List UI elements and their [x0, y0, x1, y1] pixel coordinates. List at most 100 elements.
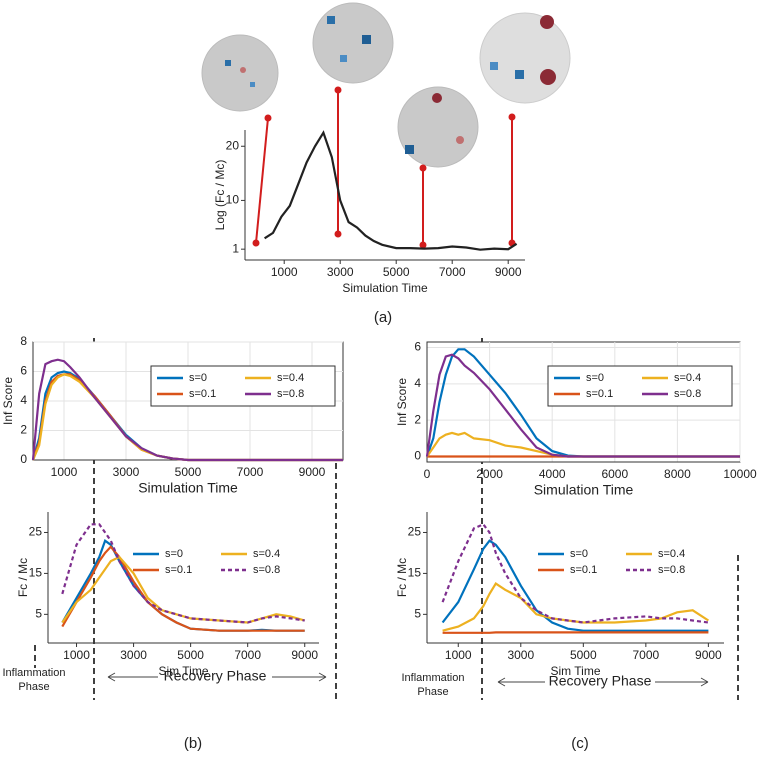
x-tick-label: 7000 — [632, 648, 659, 662]
panel-label: (a) — [374, 309, 392, 326]
x-axis-title: Sim Time — [158, 664, 208, 678]
x-tick-label: 9000 — [495, 265, 522, 279]
x-tick-label: 9000 — [299, 465, 326, 479]
chart: 5 15 25 1000 3000 5000 7000 9000 Sim Time Fc / Mc… — [395, 512, 724, 678]
y-tick-label: 0 — [20, 452, 27, 466]
x-tick-label: 3000 — [120, 648, 147, 662]
legend-label: s=0.8 — [253, 564, 280, 576]
phase-label: Phase — [417, 686, 448, 698]
pointer-dot — [421, 166, 426, 171]
network-images — [202, 3, 570, 167]
node — [405, 145, 414, 154]
y-tick-label: 6 — [20, 364, 27, 378]
x-axis-title: Simulation Time — [138, 480, 238, 496]
y-axis-title: Inf Score — [1, 377, 15, 425]
y-tick-label: 25 — [29, 525, 43, 539]
x-tick-label: 0 — [424, 467, 431, 481]
legend-frame — [151, 366, 335, 406]
legend-label: s=0.4 — [253, 548, 280, 560]
x-axis-title: Simulation Time — [534, 482, 634, 498]
x-tick-label: 9000 — [695, 648, 722, 662]
x-tick-label: 3000 — [113, 465, 140, 479]
x-tick-label: 5000 — [570, 648, 597, 662]
y-axis-title: Fc / Mc — [16, 558, 30, 597]
panel-label: (b) — [184, 735, 202, 752]
x-tick-label: 8000 — [664, 467, 691, 481]
legend-label: s=0 — [189, 372, 207, 384]
x-tick-label: 4000 — [539, 467, 566, 481]
x-tick-label: 10000 — [723, 467, 757, 481]
y-tick-label: 1 — [232, 241, 239, 255]
x-tick-label: 9000 — [291, 648, 318, 662]
y-axis-title: Inf Score — [395, 378, 409, 426]
node — [540, 69, 556, 85]
panel-label: (c) — [571, 735, 589, 752]
legend-label: s=0.8 — [277, 388, 304, 400]
network — [313, 3, 393, 83]
node — [515, 70, 524, 79]
x-axis-title: Sim Time — [550, 664, 600, 678]
legend-label: s=0.8 — [658, 564, 685, 576]
chart: 0 2 4 6 0 2000 4000 6000 8000 10000 Simulation Tim… — [395, 340, 757, 498]
x-tick-label: 5000 — [177, 648, 204, 662]
node — [225, 60, 231, 66]
x-tick-label: 5000 — [383, 265, 410, 279]
network — [202, 35, 278, 111]
x-tick-label: 7000 — [439, 265, 466, 279]
legend-label: s=0 — [586, 372, 604, 384]
node — [490, 62, 498, 70]
legend-label: s=0.4 — [658, 548, 685, 560]
y-tick-label: 5 — [35, 607, 42, 621]
node — [540, 15, 554, 29]
x-tick-label: 2000 — [476, 467, 503, 481]
legend-label: s=0.4 — [674, 372, 701, 384]
y-tick-label: 2 — [414, 412, 421, 426]
series-line — [265, 133, 517, 250]
y-tick-label: 10 — [226, 193, 240, 207]
node — [250, 82, 255, 87]
legend-label: s=0.1 — [165, 564, 192, 576]
y-tick-label: 5 — [414, 607, 421, 621]
legend-label: s=0 — [570, 548, 588, 560]
pointer-dot — [336, 88, 341, 93]
y-tick-label: 0 — [414, 449, 421, 463]
y-tick-label: 15 — [408, 566, 422, 580]
node — [340, 55, 347, 62]
node — [240, 67, 246, 73]
network — [480, 13, 570, 103]
pointer-dot — [336, 232, 341, 237]
x-tick-label: 7000 — [234, 648, 261, 662]
node — [362, 35, 371, 44]
legend-label: s=0.1 — [189, 388, 216, 400]
node — [327, 16, 335, 24]
y-tick-label: 25 — [408, 525, 422, 539]
node — [432, 93, 442, 103]
legend-label: s=0.1 — [570, 564, 597, 576]
x-tick-label: 1000 — [445, 648, 472, 662]
pointer-dot — [266, 116, 271, 121]
x-tick-label: 6000 — [601, 467, 628, 481]
y-tick-label: 6 — [414, 340, 421, 354]
y-axis-title: Fc / Mc — [395, 558, 409, 597]
x-tick-label: 7000 — [237, 465, 264, 479]
x-tick-label: 3000 — [507, 648, 534, 662]
x-axis-title: Simulation Time — [342, 281, 428, 295]
y-tick-label: 20 — [226, 138, 240, 152]
y-tick-label: 4 — [414, 376, 421, 390]
y-tick-label: 15 — [29, 566, 43, 580]
pointer-dot — [421, 243, 426, 248]
y-tick-label: 4 — [20, 393, 27, 407]
pointer-line — [256, 118, 268, 243]
legend-frame — [548, 366, 732, 406]
legend-label: s=0.1 — [586, 388, 613, 400]
x-tick-label: 1000 — [51, 465, 78, 479]
phase-label: Phase — [18, 681, 49, 693]
y-tick-label: 8 — [20, 334, 27, 348]
legend-label: s=0 — [165, 548, 183, 560]
x-tick-label: 3000 — [327, 265, 354, 279]
phase-label: Inflammation — [3, 667, 66, 679]
